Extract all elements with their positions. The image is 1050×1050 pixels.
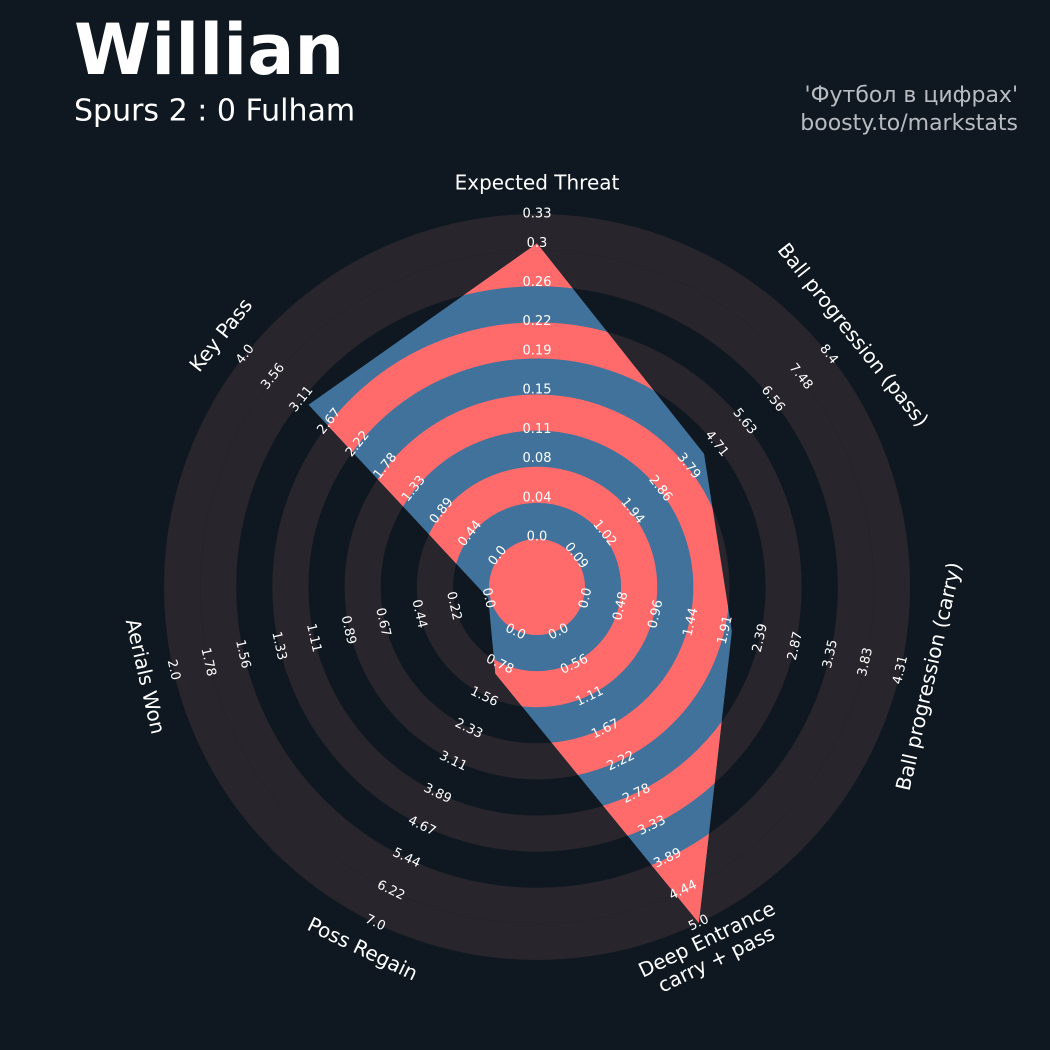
tick-label: 1.78 bbox=[197, 646, 218, 678]
tick-label: 3.83 bbox=[855, 646, 876, 678]
tick-label: 0.15 bbox=[523, 383, 552, 398]
tick-label: 0.67 bbox=[372, 606, 393, 638]
credit: 'Футбол в цифрах' bbox=[805, 83, 1018, 108]
axis-label: Aerials Won bbox=[121, 616, 171, 736]
tick-label: 0.0 bbox=[527, 530, 548, 545]
tick-label: 0.08 bbox=[523, 451, 552, 466]
tick-label: 2.87 bbox=[785, 630, 806, 662]
chart-subtitle: Spurs 2 : 0 Fulham bbox=[74, 94, 355, 129]
tick-label: 1.33 bbox=[268, 630, 289, 662]
tick-label: 0.0 bbox=[479, 586, 498, 610]
axis-label: Expected Threat bbox=[455, 171, 620, 195]
credit: boosty.to/markstats bbox=[800, 111, 1018, 136]
tick-label: 4.31 bbox=[890, 654, 911, 686]
tick-label: 0.04 bbox=[523, 490, 552, 505]
tick-label: 0.89 bbox=[338, 614, 359, 646]
tick-label: 0.3 bbox=[527, 236, 548, 251]
tick-label: 1.44 bbox=[680, 606, 701, 638]
tick-label: 3.35 bbox=[820, 638, 841, 670]
ring bbox=[163, 213, 911, 961]
tick-label: 0.11 bbox=[523, 422, 552, 437]
tick-label: 1.91 bbox=[715, 614, 736, 646]
tick-label: 2.39 bbox=[750, 622, 771, 654]
tick-label: 0.22 bbox=[443, 590, 464, 622]
tick-label: 2.0 bbox=[164, 658, 183, 682]
tick-label: 0.48 bbox=[610, 590, 631, 622]
tick-label: 1.56 bbox=[232, 638, 253, 670]
tick-label: 0.26 bbox=[523, 275, 552, 290]
tick-label: 0.0 bbox=[576, 586, 595, 610]
tick-label: 1.11 bbox=[303, 622, 324, 654]
tick-label: 0.33 bbox=[523, 207, 552, 222]
chart-title: Willian bbox=[74, 9, 344, 91]
tick-label: 0.96 bbox=[645, 598, 666, 630]
tick-label: 0.44 bbox=[408, 598, 429, 630]
tick-label: 0.19 bbox=[523, 344, 552, 359]
tick-label: 0.22 bbox=[523, 314, 552, 329]
center-disk bbox=[489, 539, 585, 635]
